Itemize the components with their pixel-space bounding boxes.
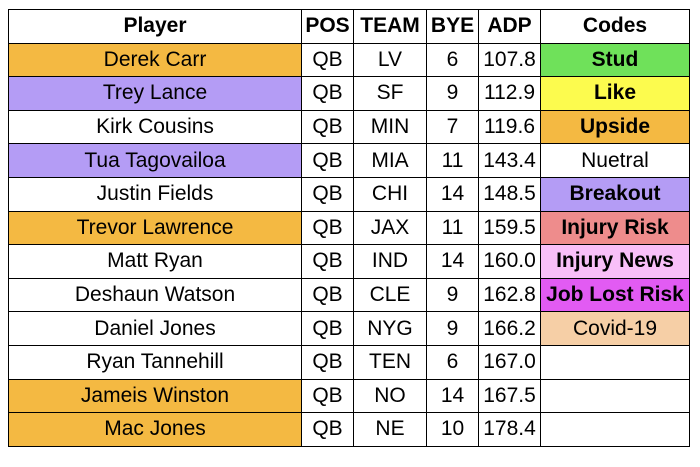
bye-column-header: BYE bbox=[426, 9, 479, 44]
code-cell: Injury Risk bbox=[540, 210, 690, 246]
table-row: Derek Carr QB LV 6 107.8 Stud bbox=[8, 42, 690, 78]
player-cell: Matt Ryan bbox=[8, 244, 302, 279]
adp-cell: 148.5 bbox=[478, 176, 541, 212]
team-cell: IND bbox=[353, 244, 427, 279]
table-row: Ryan Tannehill QB TEN 6 167.0 bbox=[8, 344, 690, 380]
bye-cell: 14 bbox=[426, 176, 479, 212]
team-cell: JAX bbox=[353, 210, 427, 246]
code-cell: Stud bbox=[540, 42, 690, 78]
pos-cell: QB bbox=[301, 143, 354, 178]
table-row: Daniel Jones QB NYG 9 166.2 Covid-19 bbox=[8, 311, 690, 346]
pos-cell: QB bbox=[301, 244, 354, 279]
player-cell: Justin Fields bbox=[8, 176, 302, 212]
pos-cell: QB bbox=[301, 109, 354, 145]
table-body: Derek Carr QB LV 6 107.8 Stud Trey Lance QB SF 9 1… bbox=[8, 42, 690, 447]
adp-cell: 112.9 bbox=[478, 76, 541, 111]
table-row: Tua Tagovailoa QB MIA 11 143.4 Nuetral bbox=[8, 143, 690, 178]
bye-cell: 6 bbox=[426, 42, 479, 78]
header-row: Player POS TEAM BYE ADP Codes bbox=[8, 9, 690, 44]
bye-cell: 9 bbox=[426, 277, 479, 313]
team-cell: MIA bbox=[353, 143, 427, 178]
adp-cell: 119.6 bbox=[478, 109, 541, 145]
bye-cell: 14 bbox=[426, 378, 479, 414]
bye-cell: 9 bbox=[426, 311, 479, 346]
team-cell: SF bbox=[353, 76, 427, 111]
team-column-header: TEAM bbox=[353, 9, 427, 44]
table-row: Trevor Lawrence QB JAX 11 159.5 Injury Risk bbox=[8, 210, 690, 246]
pos-column-header: POS bbox=[301, 9, 354, 44]
bye-cell: 6 bbox=[426, 344, 479, 380]
pos-cell: QB bbox=[301, 176, 354, 212]
player-cell: Jameis Winston bbox=[8, 378, 302, 414]
player-cell: Kirk Cousins bbox=[8, 109, 302, 145]
player-column-header: Player bbox=[8, 9, 302, 44]
team-cell: LV bbox=[353, 42, 427, 78]
bye-cell: 9 bbox=[426, 76, 479, 111]
pos-cell: QB bbox=[301, 412, 354, 447]
player-cell: Derek Carr bbox=[8, 42, 302, 78]
code-cell: Like bbox=[540, 76, 690, 111]
pos-cell: QB bbox=[301, 76, 354, 111]
bye-cell: 10 bbox=[426, 412, 479, 447]
player-cell: Trey Lance bbox=[8, 76, 302, 111]
bye-cell: 7 bbox=[426, 109, 479, 145]
bye-cell: 14 bbox=[426, 244, 479, 279]
pos-cell: QB bbox=[301, 378, 354, 414]
pos-cell: QB bbox=[301, 311, 354, 346]
table-row: Trey Lance QB SF 9 112.9 Like bbox=[8, 76, 690, 111]
adp-cell: 159.5 bbox=[478, 210, 541, 246]
adp-column-header: ADP bbox=[478, 9, 541, 44]
pos-cell: QB bbox=[301, 210, 354, 246]
code-cell: Covid-19 bbox=[540, 311, 690, 346]
player-cell: Ryan Tannehill bbox=[8, 344, 302, 380]
player-cell: Daniel Jones bbox=[8, 311, 302, 346]
code-cell: Job Lost Risk bbox=[540, 277, 690, 313]
adp-cell: 160.0 bbox=[478, 244, 541, 279]
team-cell: TEN bbox=[353, 344, 427, 380]
code-cell: Injury News bbox=[540, 244, 690, 279]
pos-cell: QB bbox=[301, 277, 354, 313]
player-cell: Tua Tagovailoa bbox=[8, 143, 302, 178]
adp-cell: 166.2 bbox=[478, 311, 541, 346]
pos-cell: QB bbox=[301, 42, 354, 78]
player-cell: Mac Jones bbox=[8, 412, 302, 447]
codes-column-header: Codes bbox=[540, 9, 690, 44]
table-row: Kirk Cousins QB MIN 7 119.6 Upside bbox=[8, 109, 690, 145]
adp-cell: 178.4 bbox=[478, 412, 541, 447]
code-cell: Breakout bbox=[540, 176, 690, 212]
code-cell bbox=[540, 378, 690, 414]
table-row: Deshaun Watson QB CLE 9 162.8 Job Lost Risk bbox=[8, 277, 690, 313]
team-cell: NO bbox=[353, 378, 427, 414]
table-row: Justin Fields QB CHI 14 148.5 Breakout bbox=[8, 176, 690, 212]
team-cell: MIN bbox=[353, 109, 427, 145]
table-row: Mac Jones QB NE 10 178.4 bbox=[8, 412, 690, 447]
team-cell: CLE bbox=[353, 277, 427, 313]
table-row: Matt Ryan QB IND 14 160.0 Injury News bbox=[8, 244, 690, 279]
adp-cell: 167.0 bbox=[478, 344, 541, 380]
bye-cell: 11 bbox=[426, 143, 479, 178]
code-cell: Nuetral bbox=[540, 143, 690, 178]
table-row: Jameis Winston QB NO 14 167.5 bbox=[8, 378, 690, 414]
team-cell: NYG bbox=[353, 311, 427, 346]
player-cell: Deshaun Watson bbox=[8, 277, 302, 313]
adp-cell: 107.8 bbox=[478, 42, 541, 78]
bye-cell: 11 bbox=[426, 210, 479, 246]
team-cell: CHI bbox=[353, 176, 427, 212]
player-cell: Trevor Lawrence bbox=[8, 210, 302, 246]
adp-cell: 143.4 bbox=[478, 143, 541, 178]
code-cell: Upside bbox=[540, 109, 690, 145]
code-cell bbox=[540, 344, 690, 380]
team-cell: NE bbox=[353, 412, 427, 447]
code-cell bbox=[540, 412, 690, 447]
pos-cell: QB bbox=[301, 344, 354, 380]
adp-cell: 162.8 bbox=[478, 277, 541, 313]
adp-cell: 167.5 bbox=[478, 378, 541, 414]
qb-adp-table: Player POS TEAM BYE ADP Codes Derek Carr… bbox=[8, 9, 690, 447]
